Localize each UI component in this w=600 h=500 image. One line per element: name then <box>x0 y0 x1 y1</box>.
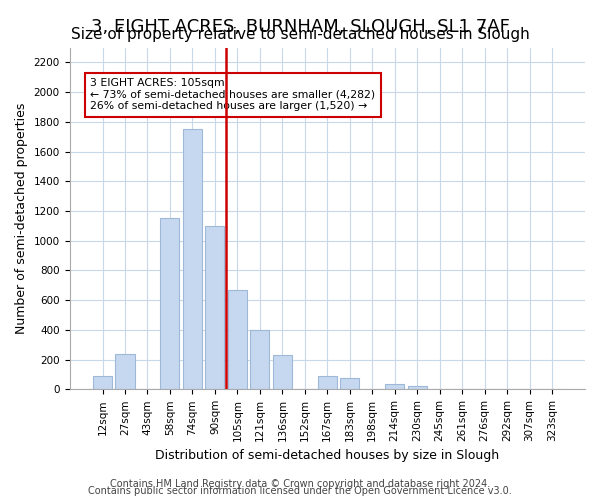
Bar <box>250 330 269 390</box>
Bar <box>160 218 179 390</box>
Bar <box>228 290 247 390</box>
Text: Size of property relative to semi-detached houses in Slough: Size of property relative to semi-detach… <box>71 28 529 42</box>
Text: Contains public sector information licensed under the Open Government Licence v3: Contains public sector information licen… <box>88 486 512 496</box>
Y-axis label: Number of semi-detached properties: Number of semi-detached properties <box>15 102 28 334</box>
X-axis label: Distribution of semi-detached houses by size in Slough: Distribution of semi-detached houses by … <box>155 450 499 462</box>
Bar <box>183 129 202 390</box>
Text: 3 EIGHT ACRES: 105sqm
← 73% of semi-detached houses are smaller (4,282)
26% of s: 3 EIGHT ACRES: 105sqm ← 73% of semi-deta… <box>90 78 375 112</box>
Text: 3, EIGHT ACRES, BURNHAM, SLOUGH, SL1 7AF: 3, EIGHT ACRES, BURNHAM, SLOUGH, SL1 7AF <box>91 18 509 36</box>
Bar <box>340 378 359 390</box>
Bar <box>407 386 427 390</box>
Bar <box>273 355 292 390</box>
Bar <box>115 354 134 390</box>
Bar <box>93 376 112 390</box>
Text: Contains HM Land Registry data © Crown copyright and database right 2024.: Contains HM Land Registry data © Crown c… <box>110 479 490 489</box>
Bar <box>318 376 337 390</box>
Bar <box>385 384 404 390</box>
Bar <box>205 226 224 390</box>
